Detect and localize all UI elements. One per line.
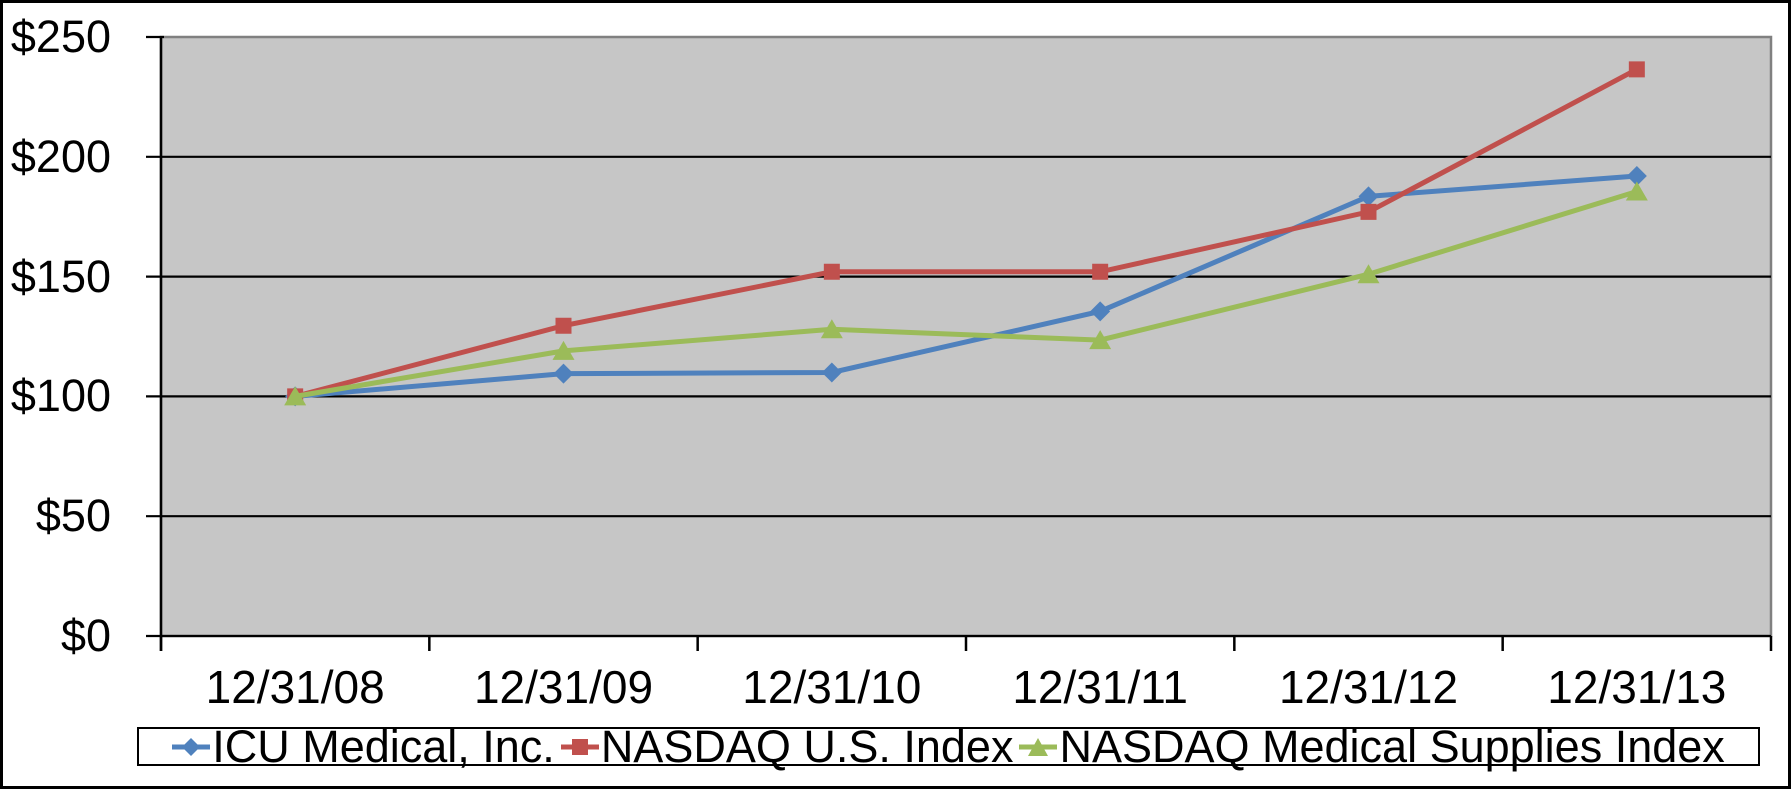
series-line-1 <box>294 67 1639 399</box>
series-0-marker-diamond <box>821 362 842 383</box>
legend-item-0: ICU Medical, Inc. <box>172 721 555 773</box>
series-1-marker-square <box>555 317 572 334</box>
series-2-marker-triangle <box>1089 330 1112 350</box>
series-0-marker-diamond <box>1626 165 1647 186</box>
y-tick-label: $250 <box>10 11 111 62</box>
x-tick-label: 12/31/08 <box>205 661 385 713</box>
series-0-marker-diamond <box>1090 301 1111 322</box>
legend-label: NASDAQ Medical Supplies Index <box>1059 720 1725 772</box>
legend-label: ICU Medical, Inc. <box>212 720 555 772</box>
series-1-marker-square <box>1628 61 1645 78</box>
series-2-marker-triangle <box>1357 264 1380 284</box>
plot-area <box>146 35 1773 651</box>
series-1-marker-square <box>1092 263 1109 280</box>
legend-item-2: NASDAQ Medical Supplies Index <box>1019 720 1725 773</box>
series-0-marker-diamond <box>553 363 574 384</box>
legend-triangle-icon <box>1019 737 1058 756</box>
y-tick-label: $50 <box>35 490 111 542</box>
x-tick-label: 12/31/10 <box>742 661 922 713</box>
series-2-marker-triangle <box>284 386 307 406</box>
x-tick-label: 12/31/12 <box>1278 661 1459 713</box>
series-line-2 <box>294 189 1638 399</box>
series-2-marker-triangle <box>552 340 575 360</box>
legend-item-1: NASDAQ U.S. Index <box>560 720 1014 773</box>
y-tick-label: $0 <box>60 610 111 661</box>
x-tick-label: 12/31/13 <box>1547 661 1727 713</box>
y-tick-label: $150 <box>10 250 111 302</box>
series-1-marker-square <box>1360 203 1377 220</box>
y-tick-label: $100 <box>10 370 111 422</box>
legend: ICU Medical, Inc. NASDAQ U.S. Index NASDAQ… <box>137 721 1760 772</box>
legend-label: NASDAQ U.S. Index <box>600 720 1014 772</box>
legend-square-icon <box>560 738 599 755</box>
series-0-marker-diamond <box>1358 186 1379 207</box>
series-2-marker-triangle <box>820 319 843 339</box>
series-1-marker-square <box>823 263 840 280</box>
legend-diamond-icon <box>172 737 211 756</box>
series-line-0 <box>294 173 1638 399</box>
y-tick-label: $200 <box>10 130 111 182</box>
x-tick-label: 12/31/09 <box>473 661 654 713</box>
series-2-marker-triangle <box>1625 181 1648 201</box>
x-tick-label: 12/31/11 <box>1012 661 1188 713</box>
